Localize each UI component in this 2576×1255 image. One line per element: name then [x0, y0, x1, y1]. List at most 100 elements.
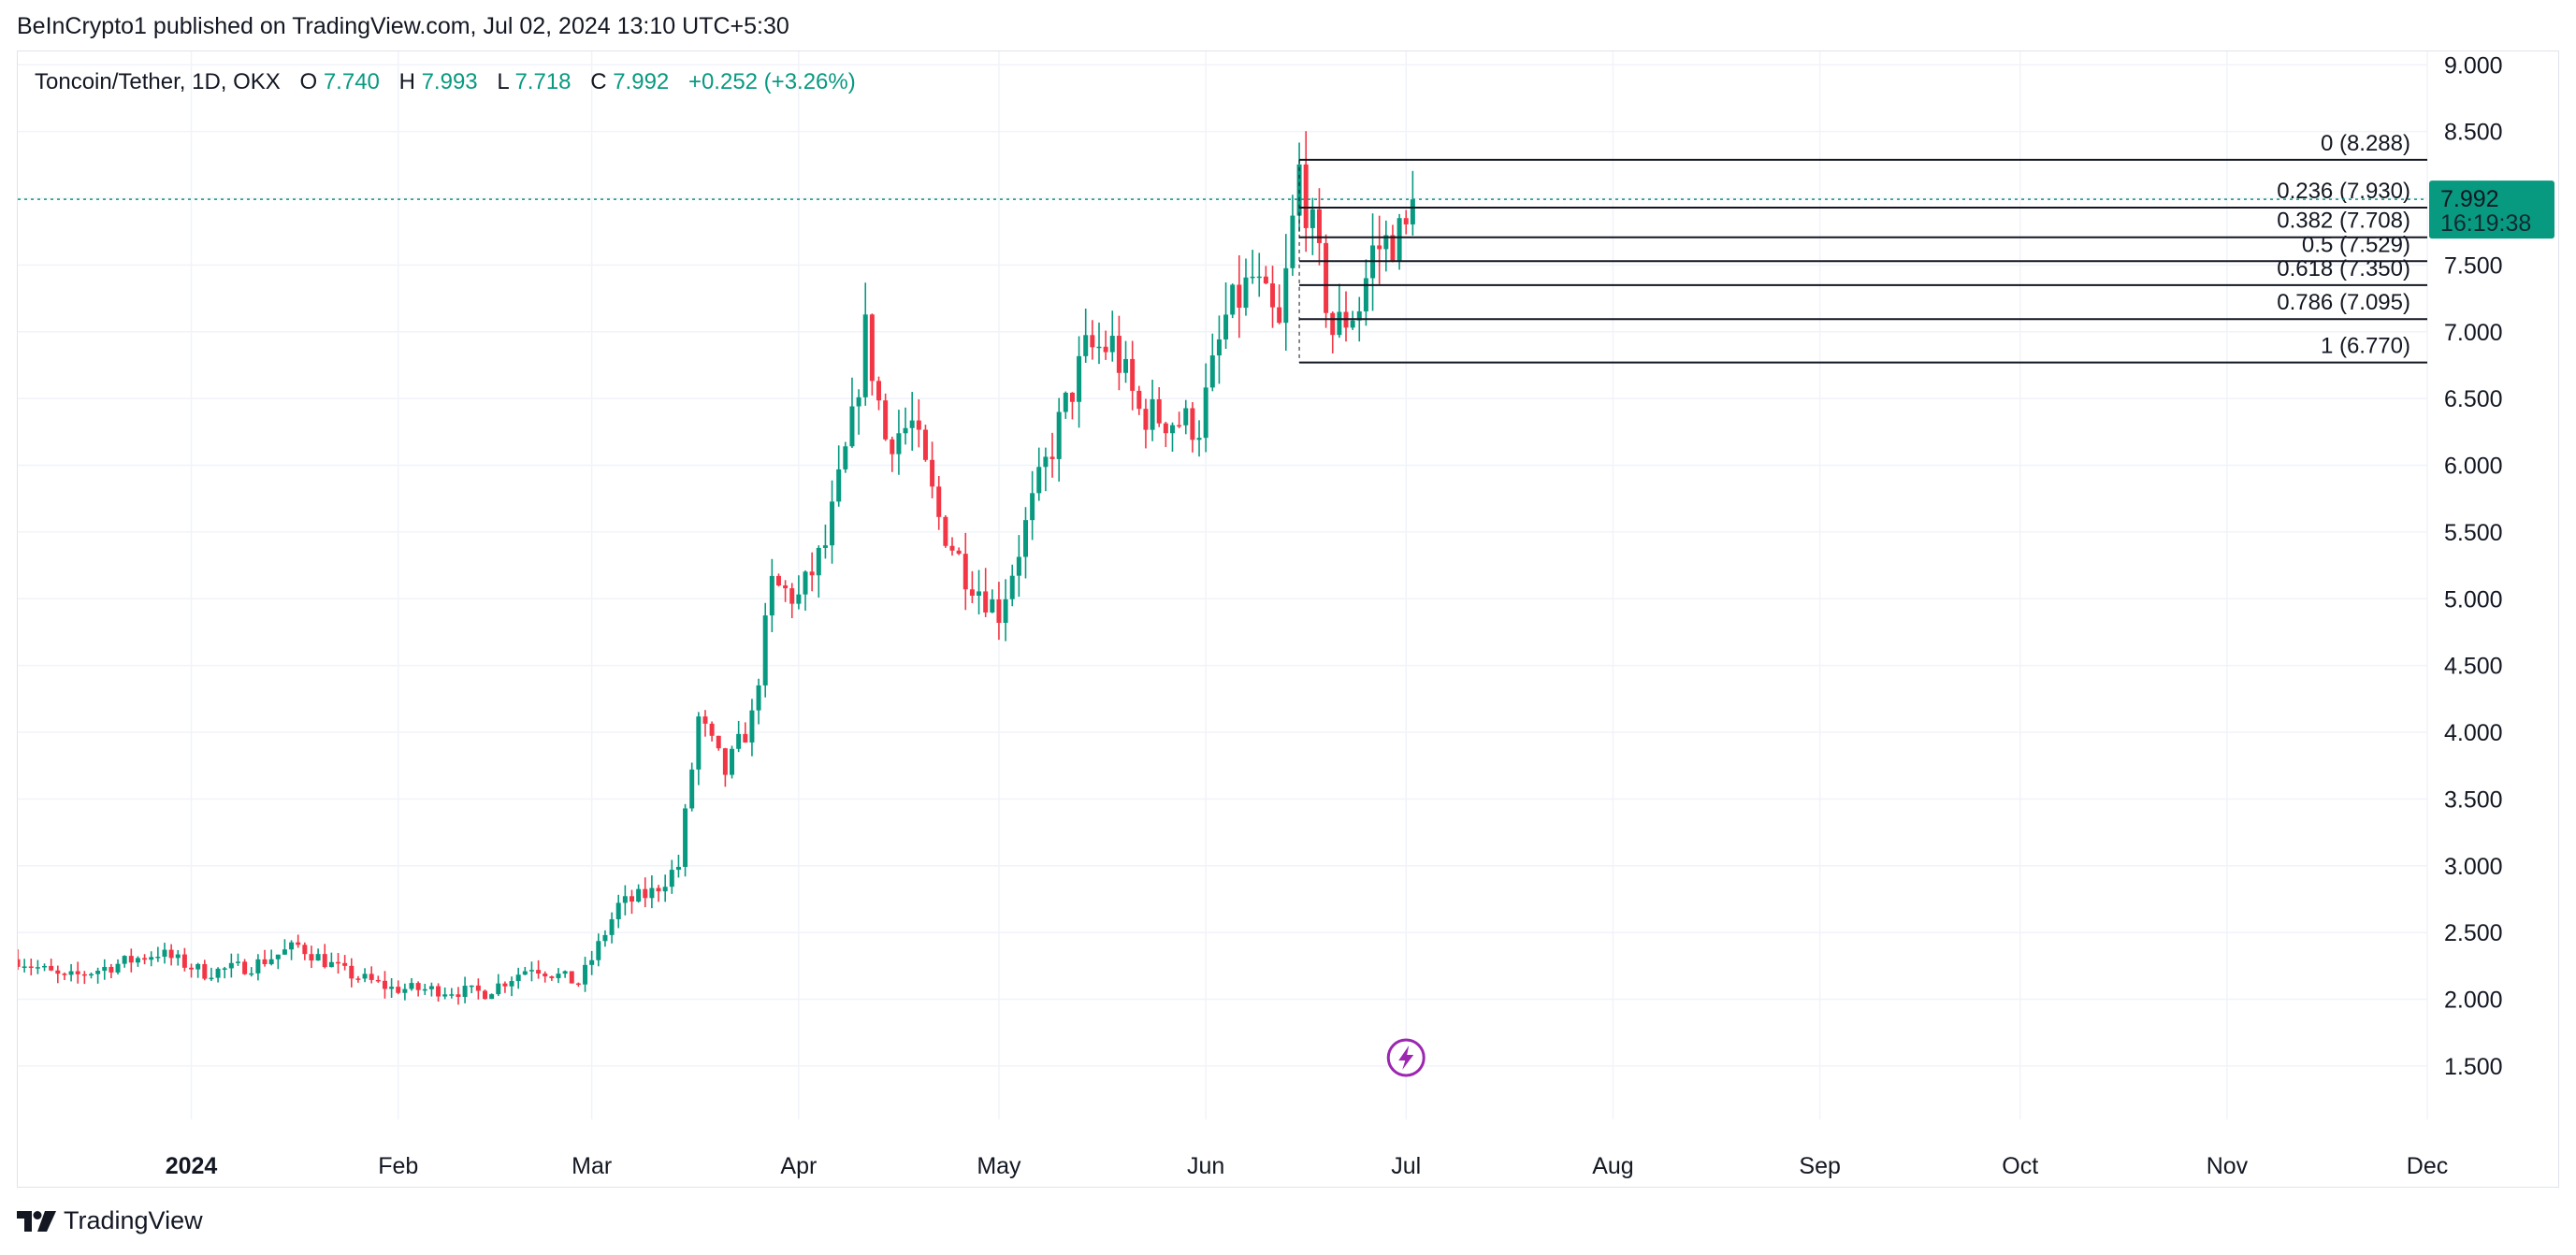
tradingview-logo[interactable]: TradingView	[17, 1206, 203, 1235]
y-tick-label: 6.500	[2444, 386, 2503, 412]
x-tick-label: Sep	[1799, 1153, 1840, 1179]
candle	[722, 747, 728, 787]
candle	[856, 389, 861, 435]
bar-countdown: 16:19:38	[2440, 210, 2531, 237]
candle	[336, 952, 341, 974]
candle	[1063, 391, 1068, 419]
candle	[596, 933, 601, 967]
lightning-bolt-icon[interactable]	[1386, 1038, 1425, 1077]
candles	[18, 131, 1415, 1005]
candle	[1377, 215, 1382, 284]
candle	[1022, 507, 1028, 579]
candle	[528, 961, 534, 982]
fibonacci-retracement[interactable]: 0 (8.288) 0.236 (7.930) 0.382 (7.708)0.5 (…	[1298, 131, 2427, 364]
candle	[1390, 224, 1396, 263]
x-tick-label: Apr	[780, 1153, 817, 1179]
candle	[1256, 252, 1262, 297]
chart-frame[interactable]: 0 (8.288) 0.236 (7.930) 0.382 (7.708) 0.5 (…	[17, 50, 2559, 1188]
candle	[302, 942, 308, 960]
candle	[389, 978, 395, 999]
candle	[142, 954, 148, 965]
candle	[822, 524, 828, 559]
candle	[583, 957, 588, 992]
candle	[1109, 310, 1115, 362]
candle	[830, 480, 835, 564]
candle	[1270, 266, 1276, 328]
candle	[769, 558, 774, 632]
candle	[609, 912, 615, 944]
candle	[242, 959, 248, 975]
candle	[536, 959, 542, 979]
candle	[909, 392, 915, 451]
last-price-badge: 7.992 16:19:38	[2429, 180, 2554, 239]
candle	[669, 859, 674, 894]
candle	[496, 974, 501, 997]
candle	[35, 959, 40, 974]
candle	[615, 894, 621, 929]
y-tick-label: 3.000	[2444, 854, 2503, 880]
candle	[1216, 315, 1222, 384]
candle	[296, 934, 301, 948]
candle	[1250, 250, 1255, 284]
legend-high-label: H	[399, 69, 415, 94]
candle	[969, 570, 975, 603]
candle	[1343, 291, 1349, 342]
candle	[869, 313, 875, 396]
candle	[1009, 564, 1015, 607]
candle	[589, 950, 595, 975]
y-tick-label: 2.500	[2444, 920, 2503, 946]
candle	[189, 963, 195, 978]
candle	[1083, 308, 1089, 363]
candle	[849, 377, 855, 449]
x-tick-label: Nov	[2207, 1153, 2249, 1179]
candle	[1350, 310, 1355, 330]
candle	[436, 983, 441, 1003]
candle	[1177, 411, 1182, 428]
candle	[355, 975, 361, 983]
candle	[475, 978, 481, 1000]
candle	[890, 436, 895, 472]
y-tick-label: 1.500	[2444, 1054, 2503, 1080]
candle	[1069, 392, 1075, 420]
candle	[1169, 422, 1175, 452]
candle	[349, 958, 355, 988]
candle	[709, 721, 715, 742]
candle	[749, 699, 755, 757]
candle	[22, 959, 27, 973]
candle	[509, 976, 514, 997]
candle	[195, 962, 201, 978]
price-chart[interactable]: 0 (8.288) 0.236 (7.930) 0.382 (7.708)0.5 (…	[18, 51, 2558, 1187]
legend-high-value: 7.993	[422, 69, 478, 94]
candle	[649, 875, 655, 909]
candle	[675, 854, 681, 878]
candle	[977, 570, 982, 614]
candle	[522, 966, 528, 975]
fib-level-label: 0.618 (7.350)	[2277, 256, 2410, 281]
candle	[903, 407, 908, 445]
x-tick-label: Oct	[2002, 1153, 2038, 1179]
candle	[1116, 315, 1122, 391]
candle	[249, 967, 254, 977]
candle	[502, 981, 508, 993]
candle	[1203, 363, 1208, 453]
candle	[128, 948, 134, 973]
candle	[575, 982, 581, 988]
time-axis[interactable]: 2024 Feb Mar Apr May Jun Jul Aug Sep Oct Nov Dec	[166, 1153, 2449, 1179]
candle	[743, 722, 748, 743]
candle	[309, 945, 314, 969]
chart-legend[interactable]: Toncoin/Tether, 1D, OKX O 7.740 H 7.993 …	[35, 69, 856, 94]
candle	[1143, 398, 1149, 449]
candle	[255, 954, 261, 981]
candle	[1096, 322, 1102, 365]
candle	[28, 959, 34, 976]
candle	[322, 944, 327, 969]
candle	[215, 967, 221, 983]
grid-lines	[18, 51, 2428, 1119]
candle	[1316, 188, 1322, 266]
candle	[282, 939, 287, 956]
candle	[936, 476, 942, 530]
candle	[222, 966, 227, 979]
candle	[382, 971, 387, 999]
candle	[209, 967, 214, 981]
candle	[1043, 447, 1049, 492]
